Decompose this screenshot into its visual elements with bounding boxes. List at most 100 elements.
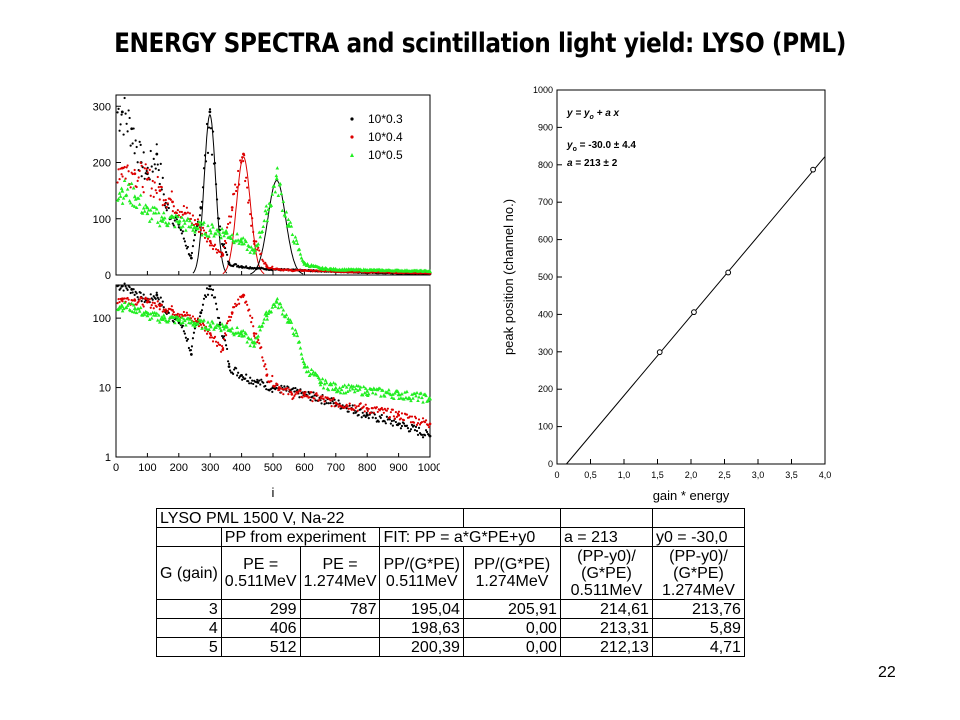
data-point: [155, 293, 159, 297]
data-point: [158, 189, 162, 193]
data-point: [189, 353, 193, 356]
legend-marker: [350, 135, 354, 139]
y-tick-label: 0: [548, 459, 553, 469]
data-point: [264, 211, 269, 216]
y-tick-label: 300: [93, 101, 111, 113]
y0-value-header: y0 = -30,0: [651, 527, 745, 547]
fit-formula-header: FIT: PP = a*G*PE+y0: [379, 527, 561, 547]
y-tick-label: 600: [538, 235, 553, 245]
table-cell: 3: [156, 599, 222, 619]
data-point: [274, 176, 279, 181]
table-cell: 212,13: [559, 637, 653, 657]
x-axis: 0 100 200 300 400 500 600 700 800 900 1000 i: [113, 271, 440, 500]
fit-y0: yo = -30.0 ± 4.4: [566, 140, 636, 153]
y-tick-label: 100: [538, 422, 553, 432]
data-point: [230, 206, 234, 209]
fit-curve: [192, 113, 228, 274]
column-header: PP/(G*PE) 1.274MeV: [462, 546, 561, 600]
data-point: [365, 388, 370, 393]
table-cell: 205,91: [462, 599, 561, 619]
data-point: [725, 269, 732, 276]
light-yield-table: LYSO PML 1500 V, Na-22 PP from experimen…: [156, 508, 745, 657]
x-tick-label: 1,0: [618, 470, 631, 480]
column-header: PE = 0.511MeV: [220, 546, 301, 600]
legend-label: 10*0.3: [368, 112, 403, 126]
page-number: 22: [878, 664, 896, 681]
table-cell: 213,31: [559, 618, 653, 638]
fit-slope: a = 213 ± 2: [567, 158, 618, 169]
table-cell: 200,39: [379, 637, 464, 657]
legend-label: 10*0.4: [368, 130, 403, 144]
x-tick-label: 500: [264, 462, 282, 474]
table-row: 4 406 198,63 0,00 213,31 5,89: [156, 618, 745, 638]
table-body: 3 299 787 195,04 205,91 214,61 213,76 4 406 198,6…: [156, 599, 745, 657]
table-cell: 5: [156, 637, 222, 657]
table-cell: 214,61: [559, 599, 653, 619]
fit-annotation: y = yo + a x yo = -30.0 ± 4.4 a = 213 ± 2: [566, 108, 636, 169]
table-cell: [299, 618, 381, 638]
x-tick-label: 1000: [418, 462, 440, 474]
table-cell: 213,76: [651, 599, 745, 619]
y-tick-label: 100: [93, 214, 111, 226]
data-point: [227, 365, 231, 369]
y-tick-label: 800: [538, 160, 553, 170]
fit-curve: [250, 179, 304, 275]
table-cell: 4,71: [651, 637, 745, 657]
x-tick-label: 600: [295, 462, 313, 474]
data-point: [133, 172, 137, 176]
table-cell: [299, 637, 381, 657]
data-point: [132, 194, 137, 199]
data-points: [566, 156, 826, 465]
y-tick-label: 700: [538, 197, 553, 207]
data-point: [171, 200, 174, 204]
column-header-row: G (gain) PE = 0.511MeV PE = 1.274MeV PP/(G*PE…: [156, 546, 745, 600]
x-tick-label: 700: [327, 462, 345, 474]
data-point: [290, 392, 294, 396]
page-title: ENERGY SPECTRA and scintillation light y…: [114, 28, 846, 59]
x-tick-label: 3,5: [785, 470, 798, 480]
log-panel: 1 10 100: [93, 284, 431, 464]
y-tick-label: 300: [538, 347, 553, 357]
table-cell: 299: [220, 599, 301, 619]
x-axis-label: gain * energy: [653, 488, 730, 503]
x-tick-label: 100: [138, 462, 156, 474]
table-cell: 198,63: [379, 618, 464, 638]
x-tick-label: 0,5: [584, 470, 597, 480]
data-point: [252, 332, 256, 335]
table-title-cell: LYSO PML 1500 V, Na-22: [156, 508, 464, 528]
y-tick-label: 0: [105, 270, 111, 282]
data-point: [145, 211, 150, 216]
y-tick-label: 200: [93, 158, 111, 170]
x-tick-label: 2,5: [718, 470, 731, 480]
y-tick-label: 100: [93, 313, 111, 325]
x-tick-label: 300: [201, 462, 219, 474]
x-tick-label: 200: [170, 462, 188, 474]
column-header: (PP-y0)/(G*PE) 0.511MeV: [559, 546, 653, 600]
data-point: [691, 309, 697, 316]
a-value-header: a = 213: [559, 527, 653, 547]
data-point: [208, 239, 212, 243]
legend-label: 10*0.5: [368, 148, 403, 162]
data-point: [208, 110, 212, 114]
fit-equation: y = yo + a x: [566, 108, 620, 121]
table-cell: 406: [220, 618, 301, 638]
legend-marker: [350, 153, 354, 157]
data-point: [239, 239, 244, 244]
fit-curve: [222, 156, 265, 275]
table-cell: 195,04: [379, 599, 464, 619]
legend: 10*0.3 10*0.4 10*0.5: [350, 112, 403, 162]
y-tick-label: 1000: [533, 85, 553, 95]
scatter-cloud-10*0.5: [115, 166, 431, 404]
table-row: 3 299 787 195,04 205,91 214,61 213,76: [156, 599, 745, 619]
x-tick-label: 900: [389, 462, 407, 474]
data-point: [656, 349, 663, 356]
table-cell: 0,00: [462, 637, 561, 657]
y-tick-label: 1: [105, 452, 111, 464]
axes: 0 100 200 300 400 500 600 700 800 900 1000 0 0,5 1,0 1…: [501, 85, 831, 503]
table-cell: 787: [299, 599, 381, 619]
table-cell: 5,89: [651, 618, 745, 638]
data-point: [155, 152, 159, 156]
data-point: [161, 216, 166, 221]
table-cell: 4: [156, 618, 222, 638]
legend-marker: [350, 117, 354, 121]
